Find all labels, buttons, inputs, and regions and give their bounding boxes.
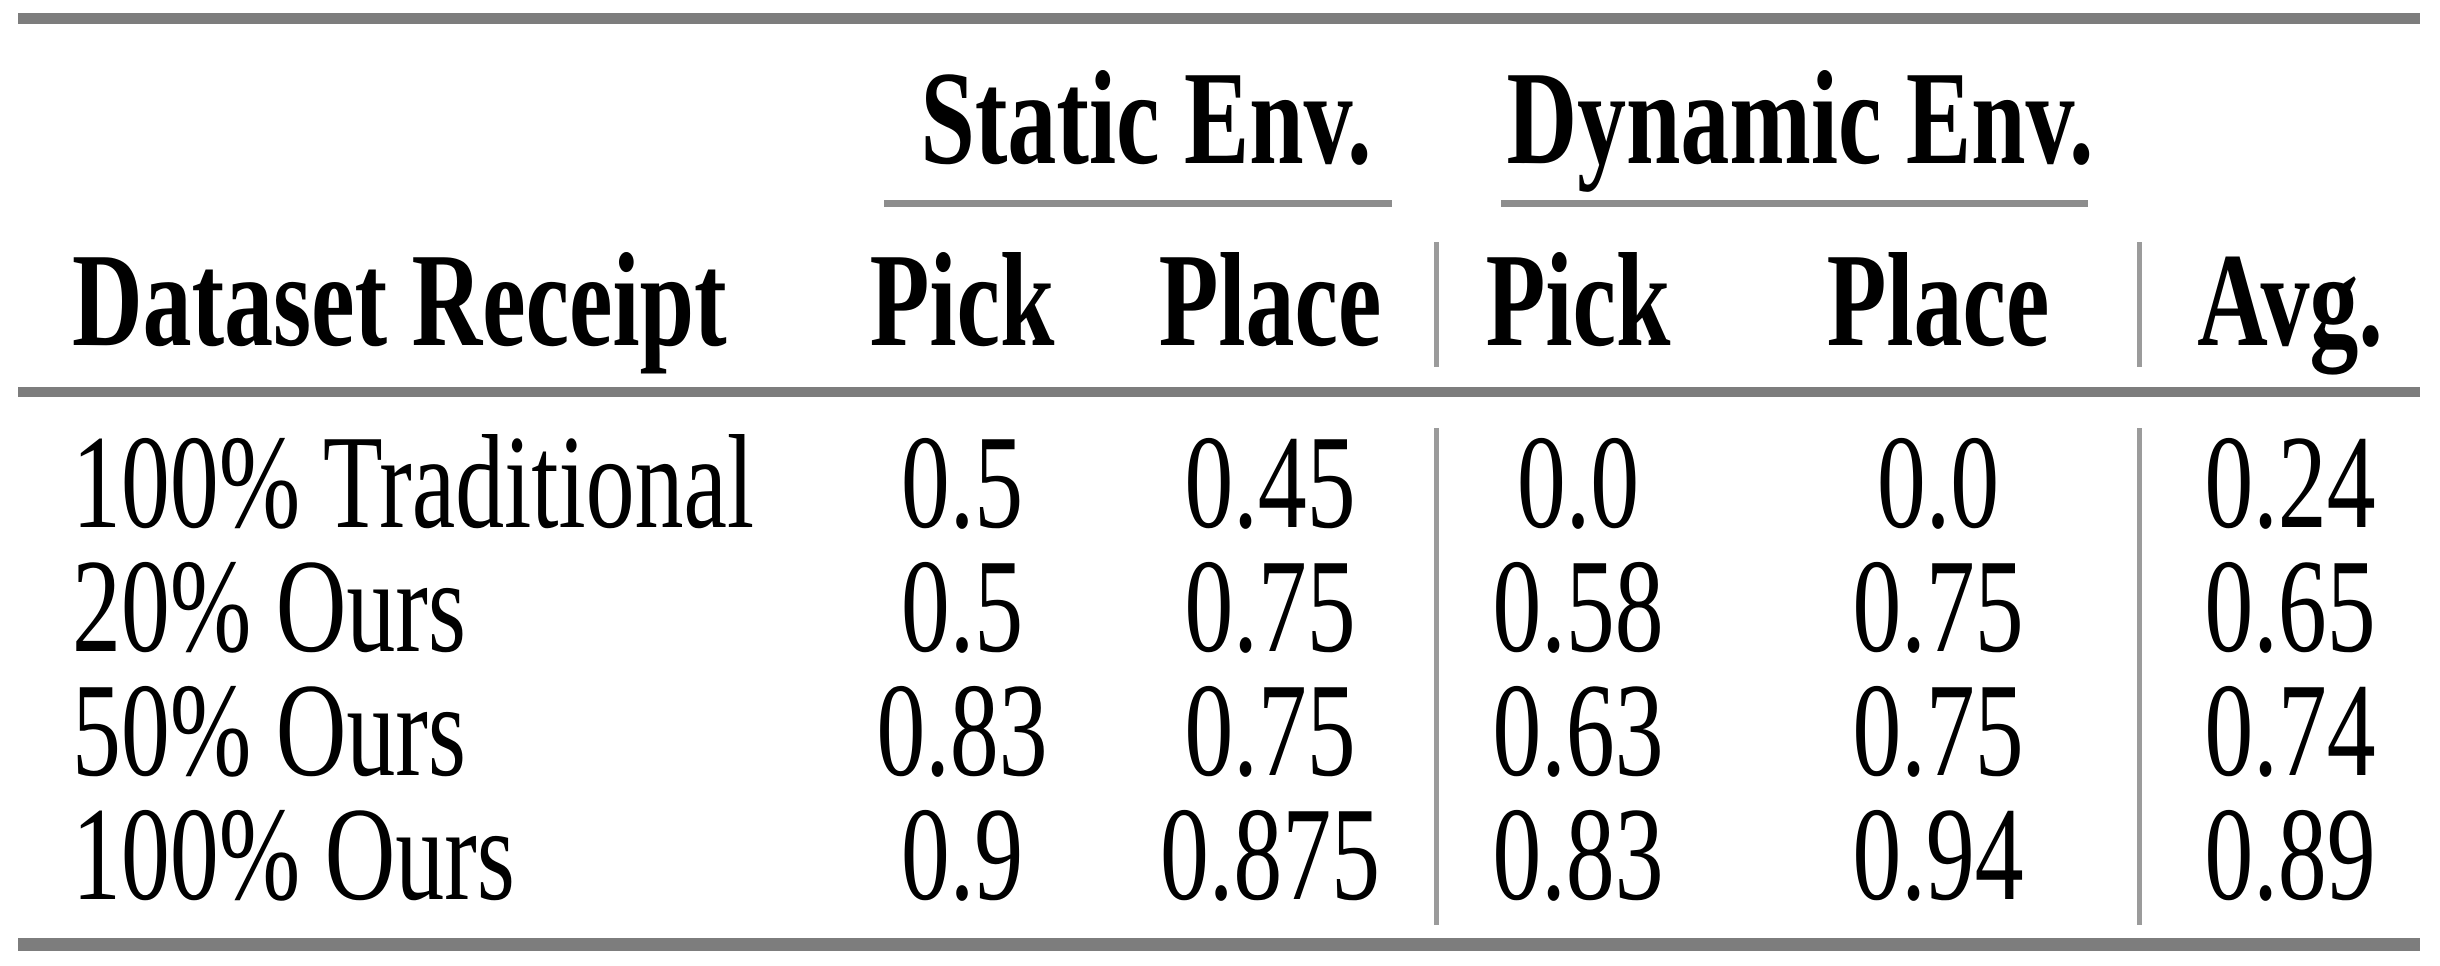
cell-static-place: 0.75 <box>1184 656 1356 804</box>
row-label: 100% Traditional <box>72 408 755 556</box>
col-header-static-pick: Pick <box>869 226 1055 374</box>
cell-avg: 0.24 <box>2204 408 2376 556</box>
col-header-avg: Avg. <box>2197 226 2383 374</box>
cell-static-pick: 0.5 <box>900 408 1024 556</box>
group-header-row: Static Env. Dynamic Env. <box>0 44 2440 192</box>
table-row: 20% Ours 0.5 0.75 0.58 0.75 0.65 <box>0 532 2440 680</box>
row-label: 20% Ours <box>72 532 466 680</box>
cell-dynamic-place: 0.75 <box>1852 532 2024 680</box>
column-header-row: Dataset Receipt Pick Place Pick Place Av… <box>0 226 2440 374</box>
header-vline-static-dynamic <box>1434 242 1439 367</box>
cell-dynamic-place: 0.0 <box>1876 408 2000 556</box>
top-rule <box>18 13 2420 24</box>
cell-dynamic-pick: 0.63 <box>1492 656 1664 804</box>
cell-static-pick: 0.5 <box>900 532 1024 680</box>
cell-dynamic-place: 0.75 <box>1852 656 2024 804</box>
group-header-dynamic-env: Dynamic Env. <box>1506 44 2094 192</box>
header-vline-avg <box>2137 242 2142 367</box>
col-header-dynamic-pick: Pick <box>1485 226 1671 374</box>
dynamic-env-cmidrule <box>1501 200 2088 207</box>
cell-dynamic-place: 0.94 <box>1852 780 2024 928</box>
table-row: 100% Ours 0.9 0.875 0.83 0.94 0.89 <box>0 780 2440 928</box>
cell-static-place: 0.875 <box>1159 780 1381 928</box>
cell-static-pick: 0.83 <box>876 656 1048 804</box>
table-row: 100% Traditional 0.5 0.45 0.0 0.0 0.24 <box>0 408 2440 556</box>
cell-static-pick: 0.9 <box>900 780 1024 928</box>
cell-dynamic-pick: 0.58 <box>1492 532 1664 680</box>
row-label: 100% Ours <box>72 780 515 928</box>
cell-avg: 0.65 <box>2204 532 2376 680</box>
cell-dynamic-pick: 0.0 <box>1516 408 1640 556</box>
body-vline-avg <box>2137 428 2142 925</box>
col-header-dataset-receipt: Dataset Receipt <box>72 226 727 374</box>
cell-avg: 0.74 <box>2204 656 2376 804</box>
body-vline-static-dynamic <box>1434 428 1439 925</box>
bottom-rule <box>18 938 2420 951</box>
table-row: 50% Ours 0.83 0.75 0.63 0.75 0.74 <box>0 656 2440 804</box>
col-header-dynamic-place: Place <box>1826 226 2050 374</box>
cell-static-place: 0.45 <box>1184 408 1356 556</box>
col-header-static-place: Place <box>1158 226 1382 374</box>
static-env-cmidrule <box>884 200 1392 207</box>
row-label: 50% Ours <box>72 656 466 804</box>
cell-dynamic-pick: 0.83 <box>1492 780 1664 928</box>
header-rule <box>18 387 2420 397</box>
cell-avg: 0.89 <box>2204 780 2376 928</box>
group-header-static-env: Static Env. <box>920 44 1372 192</box>
cell-static-place: 0.75 <box>1184 532 1356 680</box>
